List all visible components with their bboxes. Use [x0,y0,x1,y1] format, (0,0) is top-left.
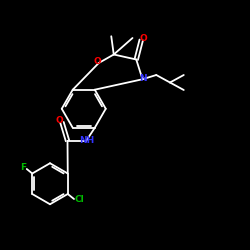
Text: O: O [94,57,102,66]
Text: O: O [140,34,147,43]
Text: O: O [55,116,63,125]
Text: Cl: Cl [74,196,84,204]
Text: F: F [20,164,26,172]
Text: N: N [139,74,146,83]
Text: NH: NH [78,136,94,145]
